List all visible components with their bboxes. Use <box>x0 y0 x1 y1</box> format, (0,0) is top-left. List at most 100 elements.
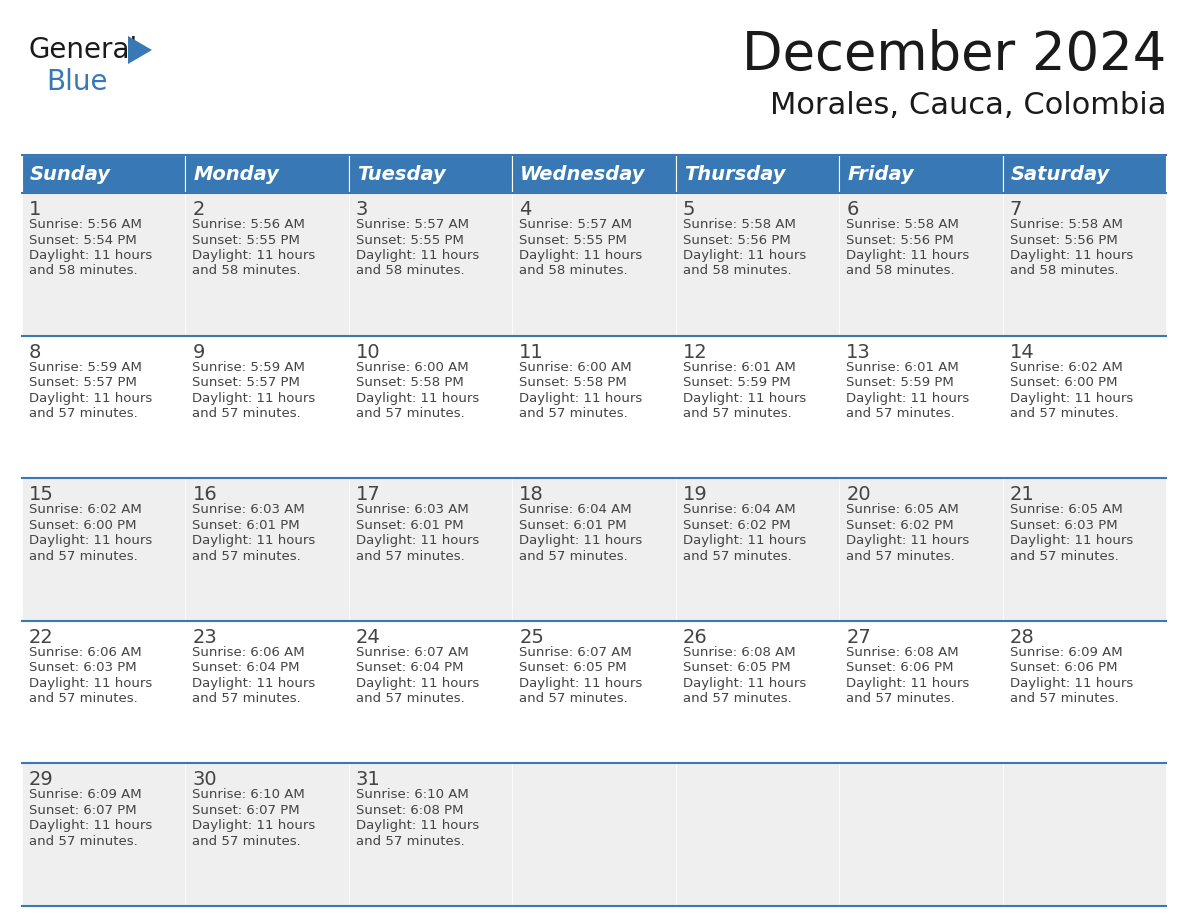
Text: and 57 minutes.: and 57 minutes. <box>356 407 465 420</box>
Text: and 57 minutes.: and 57 minutes. <box>1010 692 1118 705</box>
Bar <box>1003 478 1165 621</box>
Bar <box>839 621 1003 764</box>
Text: Daylight: 11 hours: Daylight: 11 hours <box>192 249 316 262</box>
Text: 17: 17 <box>356 486 380 504</box>
Text: Daylight: 11 hours: Daylight: 11 hours <box>29 534 152 547</box>
Text: Daylight: 11 hours: Daylight: 11 hours <box>683 677 805 689</box>
Text: 2: 2 <box>192 200 204 219</box>
Text: Daylight: 11 hours: Daylight: 11 hours <box>519 392 643 405</box>
Text: 24: 24 <box>356 628 380 647</box>
Text: Morales, Cauca, Colombia: Morales, Cauca, Colombia <box>770 91 1165 119</box>
Text: and 58 minutes.: and 58 minutes. <box>192 264 301 277</box>
Bar <box>512 193 676 336</box>
Text: and 57 minutes.: and 57 minutes. <box>29 550 138 563</box>
Text: Sunrise: 6:03 AM: Sunrise: 6:03 AM <box>356 503 468 516</box>
Text: Daylight: 11 hours: Daylight: 11 hours <box>356 249 479 262</box>
Text: Sunset: 6:03 PM: Sunset: 6:03 PM <box>1010 519 1117 532</box>
Text: Thursday: Thursday <box>684 164 785 184</box>
Text: Daylight: 11 hours: Daylight: 11 hours <box>846 534 969 547</box>
Text: Sunrise: 6:04 AM: Sunrise: 6:04 AM <box>519 503 632 516</box>
Text: and 57 minutes.: and 57 minutes. <box>519 407 628 420</box>
Text: Daylight: 11 hours: Daylight: 11 hours <box>1010 534 1133 547</box>
Bar <box>512 336 676 478</box>
Text: Daylight: 11 hours: Daylight: 11 hours <box>683 392 805 405</box>
Text: and 58 minutes.: and 58 minutes. <box>519 264 628 277</box>
Text: Daylight: 11 hours: Daylight: 11 hours <box>29 249 152 262</box>
Text: Sunrise: 6:01 AM: Sunrise: 6:01 AM <box>846 361 959 374</box>
Text: and 57 minutes.: and 57 minutes. <box>29 407 138 420</box>
Bar <box>23 478 185 621</box>
Text: General: General <box>29 36 138 64</box>
Text: Daylight: 11 hours: Daylight: 11 hours <box>1010 249 1133 262</box>
Bar <box>1003 621 1165 764</box>
Text: Sunrise: 6:03 AM: Sunrise: 6:03 AM <box>192 503 305 516</box>
Text: Sunset: 6:04 PM: Sunset: 6:04 PM <box>192 661 299 675</box>
Bar <box>839 764 1003 906</box>
Text: Sunrise: 6:00 AM: Sunrise: 6:00 AM <box>519 361 632 374</box>
Text: Daylight: 11 hours: Daylight: 11 hours <box>356 392 479 405</box>
Text: 9: 9 <box>192 342 204 362</box>
Text: and 57 minutes.: and 57 minutes. <box>1010 407 1118 420</box>
Text: and 57 minutes.: and 57 minutes. <box>356 550 465 563</box>
Bar <box>1003 336 1165 478</box>
Text: Sunset: 6:02 PM: Sunset: 6:02 PM <box>683 519 790 532</box>
Text: Daylight: 11 hours: Daylight: 11 hours <box>29 677 152 689</box>
Text: Sunrise: 6:08 AM: Sunrise: 6:08 AM <box>683 645 795 659</box>
Text: Sunset: 6:07 PM: Sunset: 6:07 PM <box>192 804 301 817</box>
Bar <box>185 155 349 193</box>
Text: Sunset: 6:04 PM: Sunset: 6:04 PM <box>356 661 463 675</box>
Text: and 57 minutes.: and 57 minutes. <box>519 550 628 563</box>
Bar <box>23 764 185 906</box>
Text: Sunset: 5:58 PM: Sunset: 5:58 PM <box>519 376 627 389</box>
Text: Sunset: 5:59 PM: Sunset: 5:59 PM <box>683 376 790 389</box>
Text: Sunset: 6:05 PM: Sunset: 6:05 PM <box>683 661 790 675</box>
Text: 19: 19 <box>683 486 708 504</box>
Text: and 57 minutes.: and 57 minutes. <box>29 692 138 705</box>
Text: 16: 16 <box>192 486 217 504</box>
Text: Monday: Monday <box>194 164 279 184</box>
Text: Daylight: 11 hours: Daylight: 11 hours <box>1010 392 1133 405</box>
Text: Sunrise: 6:05 AM: Sunrise: 6:05 AM <box>1010 503 1123 516</box>
Bar <box>1003 193 1165 336</box>
Text: 26: 26 <box>683 628 708 647</box>
Text: and 57 minutes.: and 57 minutes. <box>192 407 302 420</box>
Text: Sunrise: 5:56 AM: Sunrise: 5:56 AM <box>192 218 305 231</box>
Bar <box>185 478 349 621</box>
Text: 15: 15 <box>29 486 53 504</box>
Text: Sunset: 5:55 PM: Sunset: 5:55 PM <box>356 233 463 247</box>
Text: Sunset: 6:08 PM: Sunset: 6:08 PM <box>356 804 463 817</box>
Text: Sunset: 5:54 PM: Sunset: 5:54 PM <box>29 233 137 247</box>
Text: Sunset: 6:02 PM: Sunset: 6:02 PM <box>846 519 954 532</box>
Text: Sunrise: 6:07 AM: Sunrise: 6:07 AM <box>356 645 468 659</box>
Text: Sunset: 5:59 PM: Sunset: 5:59 PM <box>846 376 954 389</box>
Bar <box>23 155 185 193</box>
Text: 10: 10 <box>356 342 380 362</box>
Text: Daylight: 11 hours: Daylight: 11 hours <box>846 677 969 689</box>
Text: Sunset: 6:07 PM: Sunset: 6:07 PM <box>29 804 137 817</box>
Text: Daylight: 11 hours: Daylight: 11 hours <box>683 534 805 547</box>
Text: Sunset: 6:01 PM: Sunset: 6:01 PM <box>519 519 627 532</box>
Text: Sunrise: 6:06 AM: Sunrise: 6:06 AM <box>29 645 141 659</box>
Text: 12: 12 <box>683 342 708 362</box>
Text: Sunrise: 6:00 AM: Sunrise: 6:00 AM <box>356 361 468 374</box>
Text: Sunrise: 5:59 AM: Sunrise: 5:59 AM <box>192 361 305 374</box>
Text: and 57 minutes.: and 57 minutes. <box>846 692 955 705</box>
Text: Sunset: 6:01 PM: Sunset: 6:01 PM <box>356 519 463 532</box>
Text: Sunset: 5:57 PM: Sunset: 5:57 PM <box>192 376 301 389</box>
Text: 3: 3 <box>356 200 368 219</box>
Text: Daylight: 11 hours: Daylight: 11 hours <box>519 249 643 262</box>
Text: 31: 31 <box>356 770 380 789</box>
Text: and 57 minutes.: and 57 minutes. <box>192 692 302 705</box>
Text: Sunrise: 5:58 AM: Sunrise: 5:58 AM <box>683 218 796 231</box>
Text: Sunrise: 6:10 AM: Sunrise: 6:10 AM <box>192 789 305 801</box>
Text: 18: 18 <box>519 486 544 504</box>
Text: and 57 minutes.: and 57 minutes. <box>846 407 955 420</box>
Text: Sunrise: 6:07 AM: Sunrise: 6:07 AM <box>519 645 632 659</box>
Text: Daylight: 11 hours: Daylight: 11 hours <box>683 249 805 262</box>
Text: 25: 25 <box>519 628 544 647</box>
Text: Wednesday: Wednesday <box>520 164 646 184</box>
Text: and 57 minutes.: and 57 minutes. <box>519 692 628 705</box>
Text: 28: 28 <box>1010 628 1035 647</box>
Text: Daylight: 11 hours: Daylight: 11 hours <box>846 249 969 262</box>
Text: Sunday: Sunday <box>30 164 110 184</box>
